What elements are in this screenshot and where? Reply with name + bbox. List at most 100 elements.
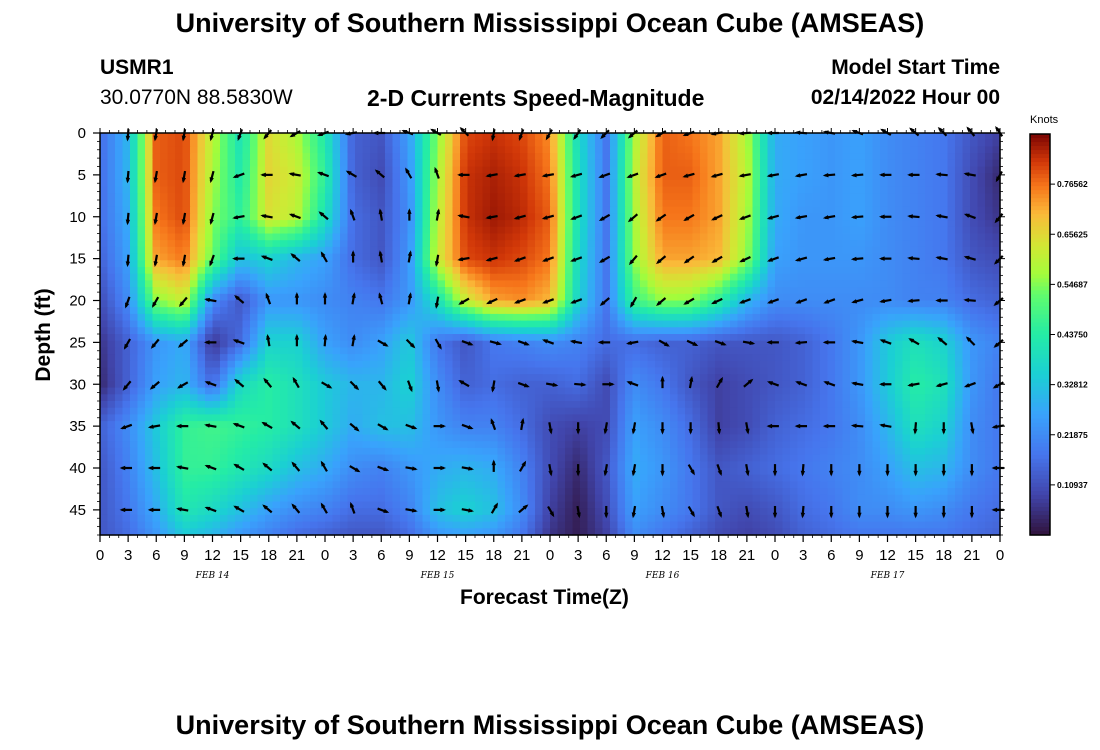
heatmap-cell — [257, 367, 266, 375]
heatmap-cell — [827, 401, 836, 409]
heatmap-cell — [392, 240, 401, 248]
heatmap-cell — [572, 300, 581, 308]
heatmap-cell — [242, 367, 251, 375]
heatmap-cell — [490, 159, 499, 168]
heatmap-cell — [145, 179, 154, 188]
heatmap-cell — [602, 354, 611, 362]
heatmap-cell — [347, 146, 356, 154]
heatmap-cell — [302, 313, 311, 322]
heatmap-cell — [640, 380, 649, 389]
heatmap-cell — [572, 334, 581, 342]
heatmap-cell — [235, 173, 244, 181]
heatmap-cell — [257, 394, 266, 402]
heatmap-cell — [805, 133, 814, 141]
heatmap-cell — [565, 374, 574, 382]
heatmap-cell — [422, 139, 431, 147]
heatmap-cell — [400, 347, 409, 355]
heatmap-cell — [550, 153, 559, 161]
heatmap-cell — [692, 313, 701, 322]
heatmap-cell — [857, 206, 866, 214]
heatmap-cell — [745, 280, 754, 288]
heatmap-cell — [827, 367, 836, 375]
heatmap-cell — [355, 360, 364, 369]
heatmap-cell — [287, 327, 296, 335]
heatmap-cell — [137, 407, 146, 415]
heatmap-cell — [257, 226, 266, 235]
heatmap-cell — [550, 240, 559, 248]
heatmap-cell — [242, 387, 251, 395]
heatmap-cell — [812, 200, 821, 208]
heatmap-cell — [865, 401, 874, 409]
heatmap-cell — [685, 354, 694, 362]
heatmap-cell — [947, 246, 956, 255]
heatmap-cell — [737, 380, 746, 389]
heatmap-cell — [842, 246, 851, 255]
heatmap-cell — [392, 334, 401, 342]
heatmap-cell — [955, 367, 964, 375]
heatmap-cell — [400, 153, 409, 161]
heatmap-cell — [910, 360, 919, 369]
heatmap-cell — [730, 334, 739, 342]
heatmap-cell — [730, 327, 739, 335]
heatmap-cell — [325, 267, 334, 275]
heatmap-cell — [445, 166, 454, 174]
heatmap-cell — [355, 193, 364, 201]
heatmap-cell — [205, 334, 214, 342]
heatmap-cell — [580, 354, 589, 362]
heatmap-cell — [692, 280, 701, 288]
heatmap-cell — [212, 133, 221, 141]
heatmap-cell — [932, 173, 941, 181]
heatmap-cell — [737, 206, 746, 214]
heatmap-cell — [730, 260, 739, 268]
heatmap-cell — [122, 320, 131, 328]
heatmap-cell — [550, 260, 559, 268]
heatmap-cell — [512, 360, 521, 369]
heatmap-cell — [167, 327, 176, 335]
heatmap-cell — [355, 173, 364, 181]
heatmap-cell — [482, 200, 491, 208]
heatmap-cell — [430, 253, 439, 261]
heatmap-cell — [167, 139, 176, 147]
heatmap-cell — [130, 407, 139, 415]
heatmap-cell — [595, 173, 604, 181]
heatmap-cell — [107, 153, 116, 161]
heatmap-cell — [812, 153, 821, 161]
heatmap-cell — [100, 293, 109, 302]
heatmap-cell — [115, 153, 124, 161]
heatmap-cell — [565, 233, 574, 241]
heatmap-cell — [542, 407, 551, 415]
heatmap-cell — [422, 407, 431, 415]
heatmap-cell — [370, 213, 379, 221]
heatmap-cell — [317, 354, 326, 362]
heatmap-cell — [745, 313, 754, 322]
heatmap-cell — [917, 401, 926, 409]
heatmap-cell — [617, 354, 626, 362]
heatmap-cell — [640, 159, 649, 168]
heatmap-cell — [880, 146, 889, 154]
heatmap-cell — [887, 360, 896, 369]
heatmap-cell — [182, 240, 191, 248]
heatmap-cell — [775, 320, 784, 328]
heatmap-cell — [145, 166, 154, 174]
heatmap-cell — [197, 246, 206, 255]
heatmap-cell — [835, 267, 844, 275]
heatmap-cell — [902, 327, 911, 335]
heatmap-cell — [467, 287, 476, 295]
heatmap-cell — [122, 220, 131, 228]
heatmap-cell — [745, 246, 754, 255]
heatmap-cell — [182, 146, 191, 154]
heatmap-cell — [902, 394, 911, 402]
heatmap-cell — [482, 401, 491, 409]
heatmap-cell — [130, 139, 139, 147]
heatmap-cell — [317, 166, 326, 174]
heatmap-cell — [835, 347, 844, 355]
heatmap-cell — [287, 347, 296, 355]
heatmap-cell — [647, 246, 656, 255]
heatmap-cell — [467, 133, 476, 141]
heatmap-cell — [152, 139, 161, 147]
heatmap-cell — [782, 300, 791, 308]
heatmap-cell — [625, 273, 634, 281]
heatmap-cell — [565, 300, 574, 308]
heatmap-cell — [445, 300, 454, 308]
heatmap-cell — [910, 280, 919, 288]
